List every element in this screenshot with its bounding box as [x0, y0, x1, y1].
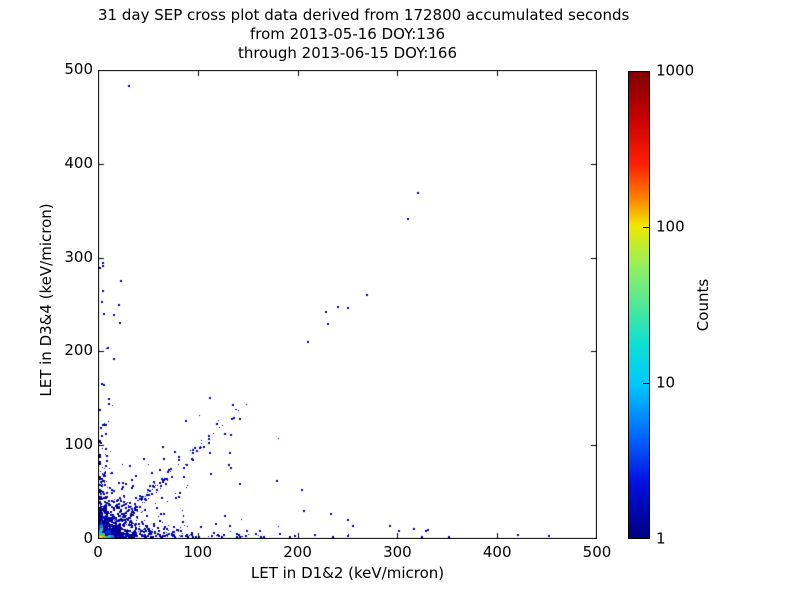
colorbar: [628, 71, 650, 539]
x-tick-label-300: 300: [383, 543, 412, 561]
chart-title-line-3: through 2013-06-15 DOY:166: [237, 44, 458, 62]
colorbar-axis-label: Counts: [694, 278, 712, 332]
y-tick-label-500: 500: [64, 60, 93, 78]
x-tick-label-400: 400: [482, 543, 512, 561]
x-tick-label-0: 0: [93, 543, 103, 561]
x-tick-label-100: 100: [183, 543, 213, 561]
x-axis-label: LET in D1&2 (keV/micron): [250, 564, 445, 582]
scatter-plot-canvas: [98, 70, 597, 539]
x-tick-label-500: 500: [582, 543, 612, 561]
y-tick-label-0: 0: [83, 529, 93, 547]
colorbar-tick-label-10: 10: [656, 373, 676, 392]
y-tick-label-300: 300: [64, 247, 93, 266]
chart-title: 31 day SEP cross plot data derived from …: [98, 6, 630, 63]
chart-title-line-2: from 2013-05-16 DOY:136: [249, 25, 445, 43]
colorbar-tick-mark: [643, 383, 649, 384]
x-tick-label-200: 200: [283, 543, 312, 561]
y-tick-label-100: 100: [64, 435, 93, 454]
colorbar-tick-mark: [643, 227, 649, 228]
colorbar-tick-label-1000: 1000: [656, 61, 695, 80]
chart-title-line-1: 31 day SEP cross plot data derived from …: [98, 6, 630, 24]
y-tick-label-200: 200: [64, 341, 93, 360]
colorbar-tick-label-100: 100: [656, 217, 685, 236]
y-axis-label: LET in D3&4 (keV/micron): [37, 203, 55, 397]
colorbar-tick-label-1: 1: [656, 529, 666, 548]
y-tick-label-400: 400: [64, 153, 93, 172]
